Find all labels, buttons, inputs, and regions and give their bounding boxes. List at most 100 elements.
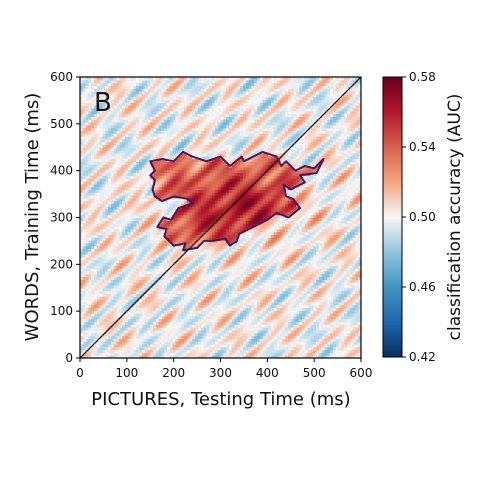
heatmap-cell xyxy=(108,349,112,353)
heatmap-cell xyxy=(102,237,106,241)
heatmap-cell xyxy=(172,96,177,101)
heatmap-cell xyxy=(150,321,154,325)
heatmap-cell xyxy=(150,256,154,261)
heatmap-cell xyxy=(203,183,208,188)
heatmap-cell xyxy=(192,102,196,106)
heatmap-cell xyxy=(139,225,143,230)
heatmap-cell xyxy=(144,262,149,266)
heatmap-cell xyxy=(183,124,188,129)
heatmap-cell xyxy=(96,318,101,323)
heatmap-cell xyxy=(206,293,210,297)
heatmap-cell xyxy=(153,209,157,213)
heatmap-cell xyxy=(119,200,123,205)
heatmap-cell xyxy=(175,290,179,294)
heatmap-cell xyxy=(169,228,174,233)
heatmap-cell xyxy=(136,214,140,219)
heatmap-cell xyxy=(150,220,154,224)
heatmap-cell xyxy=(175,262,179,266)
heatmap-cell xyxy=(110,200,115,205)
heatmap-cell xyxy=(139,245,143,250)
heatmap-cell xyxy=(147,276,151,280)
heatmap-cell xyxy=(164,121,168,126)
heatmap-cell xyxy=(206,172,210,176)
heatmap-cell xyxy=(186,270,191,275)
heatmap-cell xyxy=(158,349,163,353)
heatmap-cell xyxy=(175,214,179,219)
heatmap-cell xyxy=(147,301,151,306)
heatmap-cell xyxy=(206,231,210,235)
heatmap-cell xyxy=(198,85,202,89)
heatmap-cell xyxy=(212,189,216,193)
heatmap-cell xyxy=(167,152,171,157)
heatmap-cell xyxy=(164,329,168,334)
heatmap-cell xyxy=(105,155,109,160)
heatmap-cell xyxy=(150,166,154,171)
heatmap-cell xyxy=(113,313,118,317)
heatmap-cell xyxy=(102,105,106,109)
heatmap-cell xyxy=(85,164,90,168)
heatmap-cell xyxy=(183,192,188,196)
heatmap-cell xyxy=(200,270,205,275)
heatmap-cell xyxy=(164,209,168,213)
heatmap-cell xyxy=(80,242,84,247)
heatmap-cell xyxy=(102,293,106,297)
heatmap-cell xyxy=(91,136,95,140)
heatmap-cell xyxy=(124,273,129,278)
heatmap-cell xyxy=(181,225,185,230)
heatmap-cell xyxy=(175,349,179,353)
heatmap-cell xyxy=(113,228,118,233)
heatmap-cell xyxy=(94,321,98,325)
heatmap-cell xyxy=(136,307,140,311)
heatmap-cell xyxy=(167,197,171,202)
heatmap-cell xyxy=(88,268,92,272)
heatmap-cell xyxy=(203,110,208,115)
heatmap-cell xyxy=(122,158,126,162)
heatmap-cell xyxy=(172,259,177,264)
heatmap-cell xyxy=(110,318,115,323)
heatmap-cell xyxy=(85,113,90,117)
heatmap-cell xyxy=(169,225,174,230)
heatmap-cell xyxy=(96,321,101,325)
heatmap-cell xyxy=(139,352,143,356)
heatmap-cell xyxy=(133,329,137,334)
heatmap-cell xyxy=(108,225,112,230)
heatmap-cell xyxy=(195,175,199,179)
heatmap-cell xyxy=(99,220,104,224)
heatmap-cell xyxy=(124,318,129,323)
heatmap-cell xyxy=(209,242,213,247)
heatmap-cell xyxy=(178,254,182,258)
heatmap-cell xyxy=(85,110,90,115)
heatmap-cell xyxy=(133,141,137,146)
heatmap-cell xyxy=(175,144,179,148)
heatmap-cell xyxy=(181,130,185,134)
heatmap-cell xyxy=(108,121,112,126)
heatmap-cell xyxy=(136,209,140,213)
heatmap-cell xyxy=(94,93,98,98)
heatmap-cell xyxy=(124,313,129,317)
heatmap-cell xyxy=(217,189,222,193)
heatmap-cell xyxy=(141,242,146,247)
heatmap-cell xyxy=(161,180,165,185)
heatmap-cell xyxy=(150,315,154,320)
heatmap-cell xyxy=(130,265,134,269)
heatmap-cell xyxy=(212,270,216,275)
heatmap-cell xyxy=(102,214,106,219)
heatmap-cell xyxy=(200,141,205,146)
heatmap-cell xyxy=(119,225,123,230)
heatmap-cell xyxy=(108,96,112,101)
heatmap-cell xyxy=(195,318,199,323)
heatmap-cell xyxy=(206,96,210,101)
heatmap-cell xyxy=(209,341,213,345)
heatmap-cell xyxy=(158,152,163,157)
heatmap-cell xyxy=(91,150,95,154)
heatmap-cell xyxy=(96,209,101,213)
heatmap-cell xyxy=(192,343,196,348)
heatmap-cell xyxy=(150,276,154,280)
heatmap-cell xyxy=(150,310,154,314)
heatmap-cell xyxy=(88,341,92,345)
heatmap-cell xyxy=(203,343,208,348)
heatmap-cell xyxy=(110,130,115,134)
heatmap-cell xyxy=(108,102,112,106)
heatmap-cell xyxy=(200,77,205,81)
heatmap-cell xyxy=(150,259,154,264)
